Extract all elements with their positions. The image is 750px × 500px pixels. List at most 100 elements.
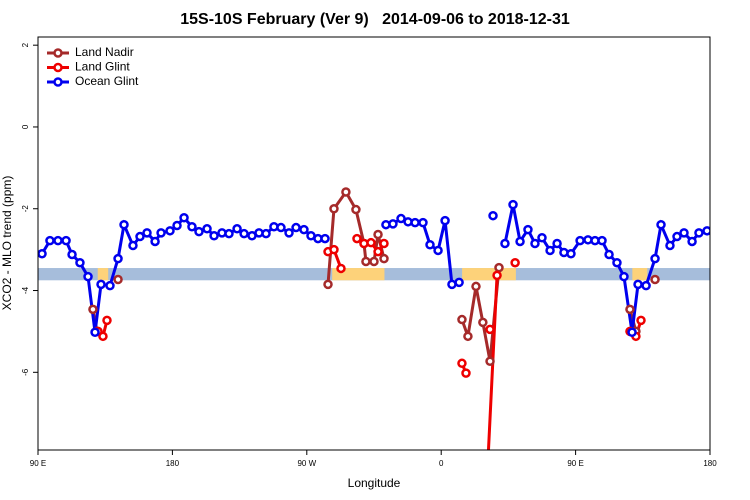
data-point [641, 280, 651, 291]
data-point [369, 256, 379, 267]
data-point [142, 228, 152, 238]
data-point [566, 248, 576, 259]
band-highlight [462, 268, 516, 281]
data-point [232, 224, 242, 234]
data-point [627, 327, 637, 337]
legend-label: Land Nadir [75, 45, 134, 59]
legend-label: Ocean Glint [75, 74, 139, 88]
data-point [656, 219, 666, 230]
x-axis-label: Longitude [348, 476, 401, 490]
data-point [523, 224, 533, 235]
data-point [366, 237, 376, 248]
data-point [352, 233, 362, 244]
x-tick-label: 0 [439, 459, 444, 468]
data-point [478, 317, 488, 328]
data-point [336, 263, 346, 274]
y-tick-label: -4 [21, 286, 30, 294]
data-point [552, 238, 562, 249]
data-point [90, 327, 100, 337]
data-point [156, 228, 166, 238]
y-tick-label: -6 [21, 368, 30, 376]
band-highlight [632, 268, 648, 281]
data-point [410, 217, 420, 228]
data-point [679, 228, 689, 238]
data-point [463, 331, 473, 342]
data-point [45, 235, 55, 246]
data-point [172, 220, 182, 231]
data-point [150, 236, 160, 247]
data-point [440, 215, 450, 226]
y-axis-label: XCO2 - MLO trend (ppm) [0, 176, 14, 311]
data-point [61, 235, 71, 246]
axes: 2 0 -2 -4 -6 90 E 180 90 W 0 90 E 180 Land NadirLan… [21, 36, 717, 468]
plot-frame [37, 36, 711, 451]
data-point [128, 240, 138, 251]
data-point [135, 231, 145, 242]
data-point [320, 233, 330, 244]
data-point [694, 228, 704, 238]
data-point [379, 253, 389, 264]
data-point [537, 233, 547, 243]
data-point [75, 257, 85, 268]
data-point [494, 262, 504, 273]
data-point [530, 238, 540, 249]
data-point [105, 280, 115, 291]
plot-area [38, 187, 710, 450]
data-point [341, 187, 351, 197]
data-point [461, 368, 471, 378]
data-point [433, 245, 443, 256]
data-point [672, 231, 682, 242]
legend-label: Land Glint [75, 60, 130, 74]
data-point [665, 240, 675, 251]
data-point [471, 281, 481, 292]
legend-marker [53, 62, 63, 73]
data-point [515, 236, 525, 247]
data-point [597, 235, 607, 246]
data-point [329, 244, 339, 255]
data-point [575, 235, 585, 246]
data-point [187, 221, 197, 232]
x-tick-label: 90 E [30, 459, 46, 468]
data-point [239, 228, 249, 239]
data-point [687, 236, 697, 247]
data-point [323, 279, 333, 290]
data-point [284, 228, 294, 238]
data-point [457, 358, 467, 369]
data-point [373, 229, 383, 240]
legend-marker [53, 48, 63, 58]
data-point [373, 246, 383, 257]
chart-title: 15S-10S February (Ver 9) 2014-09-06 to 2… [180, 11, 570, 28]
data-point [454, 277, 464, 288]
data-point [633, 279, 643, 290]
data-point [209, 230, 219, 241]
x-tick-label: 90 W [297, 459, 316, 468]
data-point [612, 257, 622, 268]
data-point [83, 271, 93, 282]
data-point [510, 257, 520, 268]
data-point [113, 253, 123, 264]
data-point [388, 219, 398, 229]
data-point [636, 315, 646, 326]
x-tick-label: 180 [703, 459, 717, 468]
y-tick-label: 0 [21, 124, 30, 129]
data-point [457, 314, 467, 325]
data-point [485, 356, 495, 367]
data-point [508, 199, 518, 210]
data-point [299, 224, 309, 235]
data-point [98, 331, 108, 342]
data-point [53, 235, 63, 246]
data-point [604, 249, 614, 260]
data-point [492, 270, 502, 281]
data-point [88, 304, 98, 315]
data-point [329, 203, 339, 214]
data-point [702, 226, 710, 236]
data-point [545, 245, 555, 256]
data-point [194, 226, 204, 237]
data-point [396, 213, 406, 224]
data-point [425, 239, 435, 250]
data-point [650, 274, 660, 285]
data-point [351, 204, 361, 215]
data-point [276, 222, 286, 233]
data-point [119, 219, 129, 230]
